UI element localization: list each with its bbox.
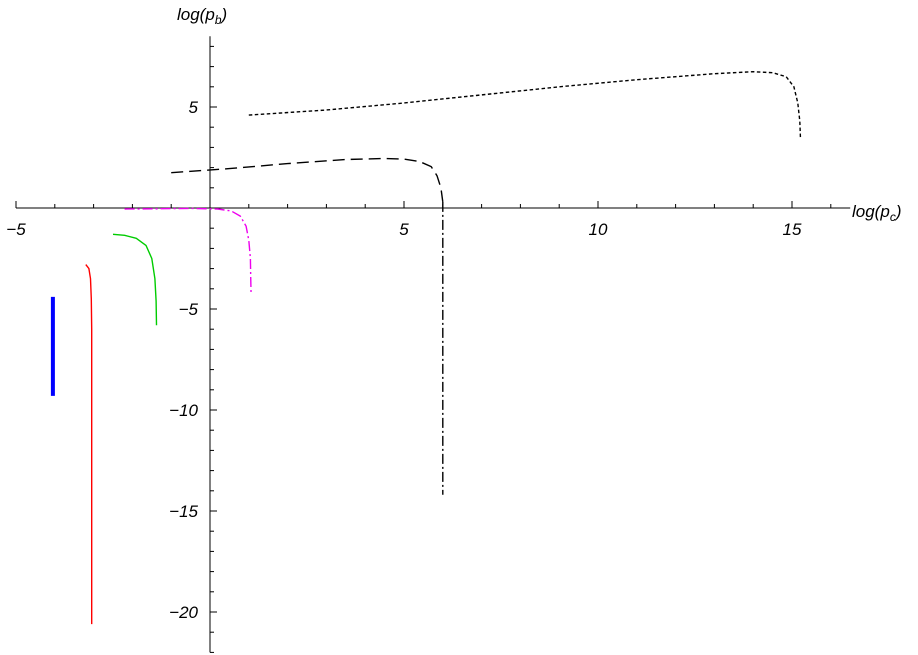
y-axis-title: log(pb) xyxy=(177,5,227,27)
y-axis-title-base: log(p xyxy=(177,5,215,24)
series-curve-5 xyxy=(171,157,444,202)
x-axis-ticks: −5 5 10 15 xyxy=(6,201,832,239)
y-axis-title-close: ) xyxy=(220,5,228,24)
x-tick-label: 15 xyxy=(783,220,802,239)
series-curve-3 xyxy=(112,233,158,326)
series-curve-7 xyxy=(248,71,802,140)
y-tick-label: −20 xyxy=(169,603,198,622)
x-tick-label: −5 xyxy=(6,220,26,239)
series-layer xyxy=(50,71,802,625)
axes: −5 5 10 15 −20 −15 −10 −5 5 xyxy=(6,36,851,653)
y-tick-label: −5 xyxy=(179,300,199,319)
y-axis-title-subscript: b xyxy=(215,13,222,27)
x-tick-label: 10 xyxy=(589,220,608,239)
series-curve-4 xyxy=(124,207,252,295)
series-curve-2 xyxy=(85,264,93,625)
x-axis-title-close: ) xyxy=(894,202,902,221)
x-axis-title-base: log(p xyxy=(852,202,890,221)
y-tick-label: 5 xyxy=(189,98,199,117)
x-axis-title-subscript: c xyxy=(890,210,896,224)
y-tick-label: −10 xyxy=(169,401,198,420)
x-axis-title: log(pc) xyxy=(852,202,901,224)
y-tick-label: −15 xyxy=(169,502,198,521)
y-axis-ticks: −20 −15 −10 −5 5 xyxy=(169,45,217,653)
x-tick-label: 5 xyxy=(399,220,409,239)
